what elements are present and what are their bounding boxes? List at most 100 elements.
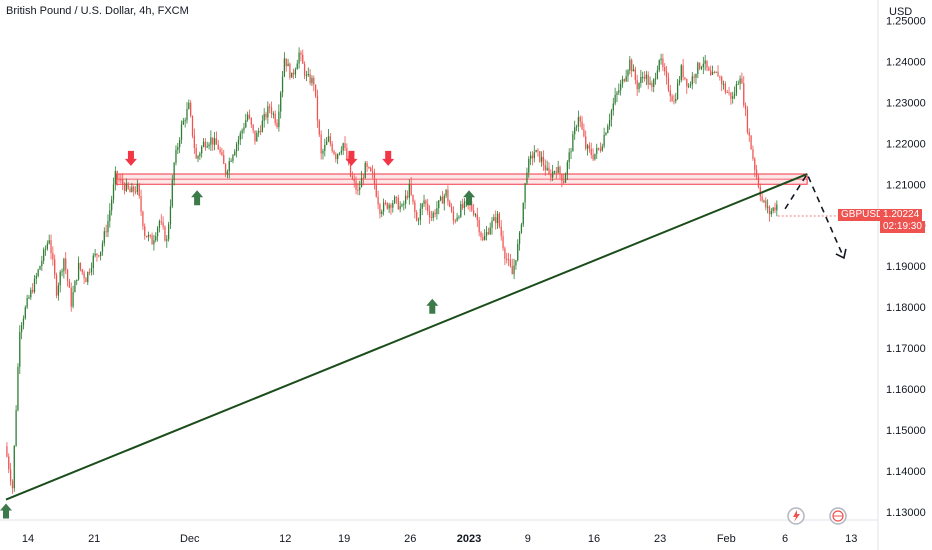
globe-flag-icon[interactable] — [829, 507, 847, 525]
candle-body — [101, 243, 104, 252]
candle-body — [610, 110, 613, 120]
candle-body — [359, 187, 361, 190]
candle-body — [568, 152, 570, 162]
candle-body — [471, 204, 473, 211]
candle-body — [574, 127, 576, 135]
candle-body — [697, 62, 699, 74]
candle-body — [270, 107, 273, 114]
candle-body — [384, 202, 387, 204]
candle-body — [443, 195, 445, 204]
candle-body — [621, 79, 624, 84]
candle-body — [140, 196, 142, 212]
candle-body — [144, 226, 146, 236]
candle-body — [743, 83, 745, 106]
candle-body — [572, 134, 574, 152]
candle-body — [235, 144, 238, 152]
candle-body — [296, 63, 298, 70]
candle-body — [90, 268, 93, 273]
candle-body — [678, 80, 681, 84]
candle-body — [346, 148, 348, 160]
candle-body — [548, 167, 550, 174]
candle-body — [364, 162, 366, 179]
candle-body — [401, 204, 403, 206]
candle-body — [447, 189, 449, 202]
candle-body — [579, 117, 581, 122]
candle-body — [599, 148, 602, 151]
candle-body — [265, 113, 267, 118]
support-trendline[interactable] — [5, 173, 808, 501]
candle-body — [754, 158, 756, 171]
candle-body — [436, 208, 438, 215]
candle-body — [515, 260, 517, 266]
candle-body — [274, 113, 276, 123]
candle-body — [112, 184, 115, 200]
candle-body — [724, 83, 727, 93]
candle-body — [246, 114, 249, 121]
candle-body — [313, 77, 315, 85]
candle-body — [267, 106, 269, 118]
candle-body — [65, 258, 67, 270]
candle-body — [680, 65, 682, 81]
candle-body — [770, 210, 772, 215]
candle-body — [120, 179, 122, 181]
candle-body — [491, 220, 493, 228]
x-tick-label: 12 — [279, 533, 291, 545]
candle-body — [39, 266, 41, 270]
candle-body — [737, 83, 739, 85]
candle-body — [280, 92, 282, 112]
candle-body — [206, 146, 208, 148]
y-tick-label: 1.16000 — [886, 384, 926, 396]
candle-body — [614, 94, 616, 104]
candle-body — [324, 144, 326, 151]
candle-body — [11, 481, 14, 489]
candle-body — [344, 143, 346, 149]
candle-body — [335, 154, 337, 159]
candle-body — [215, 138, 218, 145]
candle-body — [502, 236, 504, 249]
candle-body — [283, 58, 286, 77]
candle-body — [360, 178, 363, 188]
candle-body — [234, 151, 236, 156]
candle-body — [776, 204, 778, 211]
candle-body — [586, 145, 589, 149]
candle-body — [309, 74, 311, 84]
candle-body — [460, 204, 462, 217]
candle-body — [403, 203, 405, 205]
candle-body — [575, 126, 578, 128]
candle-body — [81, 269, 83, 273]
projection-path[interactable] — [784, 172, 845, 259]
candle-body — [414, 202, 416, 213]
candle-body — [9, 469, 12, 482]
projection-arrowhead — [835, 248, 847, 260]
candle-body — [526, 172, 528, 184]
candle-body — [201, 146, 203, 154]
candle-body — [456, 217, 458, 221]
candle-body — [281, 76, 284, 93]
candle-body — [210, 137, 212, 145]
candle-body — [61, 271, 63, 273]
y-tick-label: 1.14000 — [886, 466, 926, 478]
arrow-up-icon — [426, 298, 439, 314]
candle-body — [390, 204, 392, 208]
candle-body — [191, 115, 194, 136]
candle-body — [337, 154, 339, 159]
candle-body — [24, 307, 26, 319]
candle-body — [199, 153, 201, 156]
candle-body — [625, 76, 627, 82]
candle-body — [693, 76, 695, 78]
candle-body — [711, 71, 714, 76]
candle-body — [658, 60, 660, 71]
candle-body — [50, 240, 52, 254]
candle-body — [676, 83, 679, 100]
candle-body — [735, 83, 738, 94]
candle-body — [627, 70, 629, 77]
x-tick-label: 16 — [588, 533, 600, 545]
candle-body — [476, 214, 478, 220]
candle-body — [419, 208, 421, 220]
candle-body — [261, 120, 263, 132]
candle-body — [202, 141, 205, 147]
lightning-flag-icon[interactable] — [787, 507, 805, 525]
candle-body — [552, 171, 554, 178]
candle-body — [750, 135, 752, 150]
